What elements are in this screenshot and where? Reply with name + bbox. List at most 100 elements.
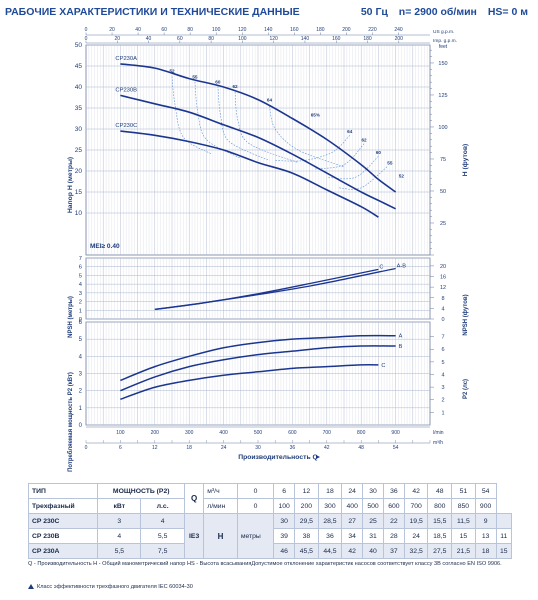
us-gpm-tick-label: 140: [264, 27, 273, 33]
right-tick-label: 0: [441, 317, 444, 323]
head-value-cell: 44,5: [317, 543, 343, 559]
y-tick-label: 15: [75, 189, 83, 196]
head-value-cell: 46: [273, 543, 296, 559]
lmin-tick-label: 100: [116, 430, 125, 436]
power-curve-label: A: [399, 334, 403, 340]
performance-chart: 0 20 40 60 80 100 120 140 160 180 200 220 240 US g.p.…: [67, 27, 469, 472]
y-tick-label: 2: [79, 389, 83, 395]
frequency-label: 50 Гц: [360, 6, 388, 18]
imp-gpm-tick-label: 20: [114, 36, 120, 42]
kw-cell: 4: [97, 528, 142, 544]
y-tick-label: 40: [75, 84, 83, 91]
q-m3h-cell: 30: [362, 483, 384, 499]
head-value-cell: 18: [474, 543, 497, 559]
right-tick-label: 125: [438, 93, 447, 99]
q-m3h-cell: 51: [451, 483, 476, 499]
lmin-tick-label: 900: [391, 430, 400, 436]
head-value-cell: [495, 513, 513, 529]
efficiency-label: 55: [387, 161, 393, 166]
q-lmin-cell: 0: [236, 498, 275, 514]
m3h-tick-label: 54: [393, 445, 399, 451]
m3h-tick-label: 18: [186, 445, 192, 451]
y-tick-label: 4: [79, 282, 83, 288]
mei-label: MEI≥ 0.40: [90, 243, 120, 250]
kw-cell: 3: [97, 513, 142, 529]
us-gpm-tick-label: 160: [290, 27, 299, 33]
q-lmin-cell: 200: [294, 498, 319, 514]
head-value-cell: 39: [273, 528, 296, 544]
efficiency-label: 64: [267, 98, 273, 103]
efficiency-label: 62: [362, 138, 368, 143]
us-gpm-tick-label: 220: [368, 27, 377, 33]
lmin-unit: l/min: [433, 430, 444, 436]
head-value-cell: 11: [495, 528, 513, 544]
efficiency-label: 52: [399, 173, 405, 178]
right-tick-label: 8: [441, 296, 444, 302]
type-cell: CP 230B: [27, 528, 99, 544]
y-tick-label: 25: [75, 147, 83, 154]
type-cell: CP 230A: [27, 543, 99, 559]
head-curve-label: CP230C: [115, 123, 137, 129]
head-value-cell: 27: [341, 513, 364, 529]
feet-unit-label: feet: [439, 44, 448, 50]
hp-cell: 5,5: [140, 528, 186, 544]
head-value-cell: 42: [341, 543, 364, 559]
mei-footnote: Класс эффективности трехфазного двигател…: [28, 584, 193, 590]
lmin-tick-label: 400: [219, 430, 228, 436]
right-tick-label: 75: [440, 157, 446, 163]
m3h-tick-label: 0: [85, 445, 88, 451]
bottom-axis: 100 200 300 400 500 600 700 800 900 l/min 0 6 12 18 24…: [85, 426, 444, 461]
npsh-curve-label: A-B: [397, 263, 407, 269]
head-value-cell: 25: [362, 513, 384, 529]
y-axis-title: Напор H (метры): [67, 157, 74, 213]
head-value-cell: 22: [382, 513, 405, 529]
q-m3h-cell: 36: [382, 483, 405, 499]
y-tick-label: 5: [79, 273, 82, 279]
lmin-tick-label: 600: [288, 430, 297, 436]
m3h-unit: m³/h: [433, 440, 443, 446]
right-tick-label: 100: [438, 125, 447, 131]
right-tick-label: 20: [440, 264, 446, 270]
col-power-header: МОЩНОСТЬ (P2): [97, 483, 186, 499]
meters-label: метры: [236, 513, 275, 559]
y-tick-label: 7: [79, 256, 82, 262]
head-value-cell: 28,5: [317, 513, 343, 529]
m3h-tick-label: 6: [119, 445, 122, 451]
h-letter: H: [203, 513, 238, 559]
us-gpm-tick-label: 0: [85, 27, 88, 33]
q-lmin-cell: 900: [474, 498, 497, 514]
imp-gpm-tick-label: 60: [177, 36, 183, 42]
right-tick-label: 5: [441, 360, 444, 366]
speed-label: n= 2900 об/мин: [398, 6, 477, 18]
efficiency-line: [275, 135, 350, 162]
y-tick-label: 20: [75, 168, 83, 175]
imp-gpm-tick-label: 120: [270, 36, 279, 42]
q-m3h-cell: 48: [427, 483, 453, 499]
right-tick-label: 1: [441, 410, 444, 416]
head-value-cell: 11,5: [451, 513, 476, 529]
efficiency-label: 64: [347, 129, 353, 134]
m3h-tick-label: 42: [324, 445, 330, 451]
imp-gpm-tick-label: 160: [332, 36, 341, 42]
hp-cell: 4: [140, 513, 186, 529]
efficiency-label: 62: [233, 84, 239, 89]
efficiency-line: [338, 166, 388, 190]
right-axis-title: H (футов): [462, 144, 469, 177]
q-m3h-cell: 6: [273, 483, 296, 499]
right-axis-title: NPSH (футов): [462, 294, 469, 335]
us-gpm-tick-label: 40: [135, 27, 141, 33]
us-gpm-tick-label: 100: [212, 27, 221, 33]
lmin-tick-label: 700: [323, 430, 332, 436]
kw-header: кВт: [97, 498, 142, 514]
right-tick-label: 16: [440, 275, 446, 281]
imp-gpm-unit: Imp. g.p.m.: [433, 38, 457, 44]
right-tick-label: 6: [441, 347, 444, 353]
q-lmin-cell: 700: [403, 498, 429, 514]
head-value-cell: 36: [317, 528, 343, 544]
lmin-label: л/мин: [203, 498, 238, 514]
imp-gpm-tick-label: 200: [395, 36, 404, 42]
m3h-tick-label: 30: [255, 445, 261, 451]
head-value-cell: 27,5: [427, 543, 453, 559]
